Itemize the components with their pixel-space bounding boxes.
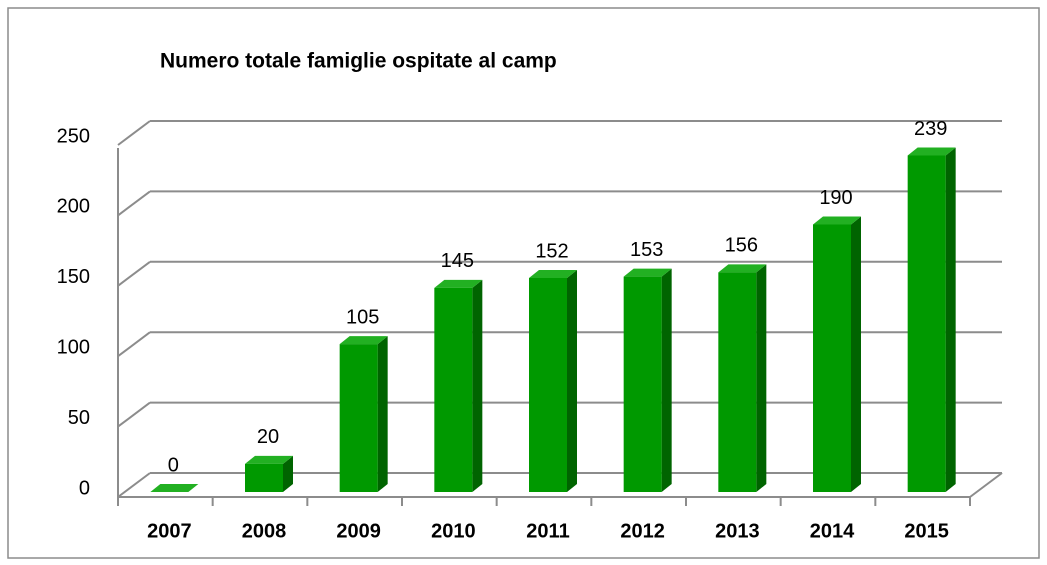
x-tick-label: 2011 bbox=[526, 520, 569, 542]
x-tick-label: 2009 bbox=[336, 520, 381, 542]
grid-line bbox=[117, 331, 151, 358]
bar-front bbox=[434, 287, 473, 492]
value-label: 190 bbox=[819, 187, 852, 209]
value-label: 239 bbox=[914, 118, 947, 140]
y-tick-label: 0 bbox=[79, 477, 90, 499]
bar-top bbox=[245, 455, 293, 464]
bar-side bbox=[377, 336, 388, 492]
bar bbox=[623, 268, 672, 492]
x-tick-label: 2013 bbox=[715, 520, 760, 542]
bar bbox=[907, 147, 956, 492]
bar-front bbox=[245, 463, 283, 492]
bar-top bbox=[529, 269, 577, 278]
x-tick-label: 2008 bbox=[242, 520, 287, 542]
bar bbox=[813, 216, 861, 493]
grid-line bbox=[117, 260, 151, 287]
bar bbox=[245, 455, 293, 492]
bar bbox=[529, 269, 577, 492]
value-label: 153 bbox=[630, 239, 663, 261]
x-tick-label: 2015 bbox=[904, 520, 949, 542]
grid-line bbox=[117, 120, 151, 146]
x-tick-label: 2007 bbox=[147, 520, 192, 542]
bar-top bbox=[718, 264, 767, 273]
bar-front bbox=[718, 272, 757, 492]
bar-front bbox=[907, 155, 946, 492]
floor-right bbox=[969, 472, 1003, 498]
bar-top bbox=[150, 484, 199, 492]
grid-line bbox=[117, 190, 151, 217]
value-label: 20 bbox=[257, 426, 279, 448]
y-tick-label: 200 bbox=[57, 196, 90, 218]
bar-front bbox=[529, 277, 567, 492]
value-label: 156 bbox=[725, 235, 758, 257]
bar-front bbox=[813, 224, 851, 493]
value-label: 105 bbox=[346, 306, 379, 328]
bar-side bbox=[945, 147, 956, 492]
grid-line bbox=[117, 401, 151, 428]
value-label: 0 bbox=[168, 454, 179, 476]
y-tick-label: 250 bbox=[57, 125, 90, 147]
bar-top bbox=[434, 279, 483, 288]
bar-front bbox=[339, 344, 378, 492]
bar-top bbox=[907, 147, 956, 156]
x-tick-label: 2014 bbox=[810, 520, 855, 542]
bar-top bbox=[813, 216, 861, 225]
bar-side bbox=[661, 268, 672, 492]
chart-title: Numero totale famiglie ospitate al camp bbox=[160, 50, 557, 73]
bar-top bbox=[623, 268, 672, 277]
x-tick-label: 2012 bbox=[620, 520, 665, 542]
chart-border bbox=[7, 7, 1040, 559]
y-tick-label: 50 bbox=[68, 407, 90, 429]
bar bbox=[150, 484, 199, 492]
value-label: 152 bbox=[535, 240, 568, 262]
grid-line bbox=[117, 472, 151, 498]
bar-top bbox=[339, 336, 388, 345]
y-tick-label: 100 bbox=[57, 336, 90, 358]
y-tick-label: 150 bbox=[57, 266, 90, 288]
bar bbox=[339, 336, 388, 492]
bar-side bbox=[756, 264, 767, 492]
bar-side bbox=[567, 269, 577, 492]
bar-side bbox=[283, 455, 293, 492]
bar-side bbox=[472, 279, 483, 492]
bar-front bbox=[623, 276, 662, 492]
bar bbox=[434, 279, 483, 492]
bar bbox=[718, 264, 767, 492]
value-label: 145 bbox=[441, 250, 474, 272]
bar-side bbox=[851, 216, 861, 493]
x-tick-label: 2010 bbox=[431, 520, 476, 542]
